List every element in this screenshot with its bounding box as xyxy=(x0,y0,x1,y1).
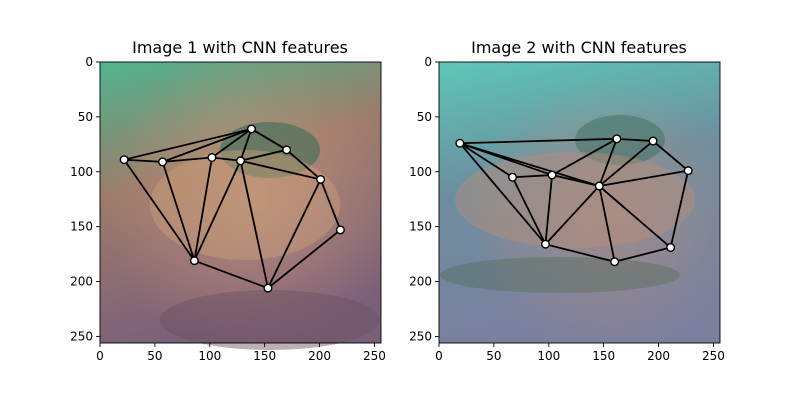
y-tick-label: 100 xyxy=(409,165,432,179)
y-tick-label: 150 xyxy=(409,220,432,234)
connection-line xyxy=(669,170,690,248)
feature-point xyxy=(207,152,217,162)
connection-line xyxy=(123,128,252,161)
connection-line xyxy=(544,185,600,245)
connection-line xyxy=(162,128,252,163)
feature-point xyxy=(119,155,129,165)
connection-line xyxy=(193,157,213,261)
y-tick-label: 200 xyxy=(70,275,93,289)
x-tick-label: 100 xyxy=(537,349,560,363)
duck-head-shape xyxy=(220,122,320,178)
axes-frame xyxy=(99,61,382,344)
connection-line xyxy=(251,128,288,151)
connection-line xyxy=(544,174,553,245)
connection-line xyxy=(598,185,616,262)
connection-line xyxy=(598,138,618,187)
feature-point xyxy=(189,256,199,266)
connection-line xyxy=(459,142,600,187)
x-tick-label: 200 xyxy=(647,349,670,363)
y-tick-label: 50 xyxy=(417,110,432,124)
connection-line xyxy=(211,128,253,159)
axes-frame xyxy=(438,61,721,344)
feature-point xyxy=(158,157,168,167)
duck-body-shape xyxy=(150,150,340,260)
connection-line xyxy=(512,174,553,179)
feature-point xyxy=(594,181,604,191)
connection-line xyxy=(616,137,654,142)
x-tick-label: 250 xyxy=(363,349,386,363)
connection-line xyxy=(162,156,213,163)
background-image xyxy=(100,62,381,350)
connection-line xyxy=(123,159,196,262)
y-tick-label: 0 xyxy=(424,55,432,69)
x-tick-label: 100 xyxy=(198,349,221,363)
background-image xyxy=(439,62,720,343)
x-tick-label: 200 xyxy=(308,349,331,363)
feature-point xyxy=(455,138,465,148)
connection-line xyxy=(319,179,342,231)
feature-point xyxy=(540,239,550,249)
connection-line xyxy=(551,138,618,176)
connection-line xyxy=(124,158,163,163)
connection-line xyxy=(267,229,341,289)
x-tick-label: 50 xyxy=(147,349,162,363)
feature-point xyxy=(547,170,557,180)
feature-point xyxy=(666,243,676,253)
water-reflection-shape xyxy=(440,257,680,293)
x-tick-label: 0 xyxy=(96,349,104,363)
connection-line xyxy=(598,185,672,249)
x-tick-label: 250 xyxy=(702,349,725,363)
panel-image-2: Image 2 with CNN features 0 50 100 150 200 25… xyxy=(409,38,725,363)
x-tick-label: 150 xyxy=(253,349,276,363)
connection-line xyxy=(459,137,617,145)
feature-point xyxy=(246,124,256,134)
feature-point xyxy=(316,174,326,184)
feature-point xyxy=(648,136,658,146)
feature-point xyxy=(683,166,693,176)
connection-line xyxy=(286,149,322,181)
connection-line xyxy=(193,160,242,262)
connection-line xyxy=(267,179,322,289)
connection-line xyxy=(194,259,269,289)
connection-line xyxy=(599,169,689,187)
y-tick-label: 0 xyxy=(85,55,93,69)
connection-line xyxy=(614,246,671,263)
feature-point xyxy=(612,134,622,144)
panel-title: Image 2 with CNN features xyxy=(471,38,687,57)
y-tick-label: 250 xyxy=(70,329,93,343)
rock-shape xyxy=(160,290,380,350)
connection-line xyxy=(551,174,600,187)
connection-line xyxy=(239,160,269,289)
x-tick-label: 50 xyxy=(486,349,501,363)
connection-line xyxy=(239,128,253,162)
panel-image-1: Image 1 with CNN features 0 50 100 150 200 25… xyxy=(70,38,386,363)
feature-point xyxy=(263,283,273,293)
y-tick-label: 150 xyxy=(70,220,93,234)
connection-line xyxy=(240,159,321,181)
x-tick-label: 0 xyxy=(435,349,443,363)
feature-point xyxy=(335,225,345,235)
connection-line xyxy=(459,142,514,179)
panel-title: Image 1 with CNN features xyxy=(132,38,348,57)
connection-line xyxy=(511,176,547,245)
y-tick-label: 200 xyxy=(409,275,432,289)
y-tick-label: 100 xyxy=(70,165,93,179)
y-tick-label: 50 xyxy=(78,110,93,124)
connection-line xyxy=(598,140,654,187)
connection-line xyxy=(459,142,547,245)
feature-point xyxy=(282,145,292,155)
y-tick-label: 250 xyxy=(409,329,432,343)
connection-line xyxy=(240,148,287,162)
connection-line xyxy=(652,140,689,172)
feature-point xyxy=(508,172,518,182)
duck-body-shape xyxy=(455,152,695,248)
feature-point xyxy=(235,156,245,166)
connection-line xyxy=(161,161,196,261)
feature-point xyxy=(610,257,620,267)
connection-line xyxy=(545,243,615,263)
connection-line xyxy=(211,156,241,162)
x-tick-label: 150 xyxy=(592,349,615,363)
